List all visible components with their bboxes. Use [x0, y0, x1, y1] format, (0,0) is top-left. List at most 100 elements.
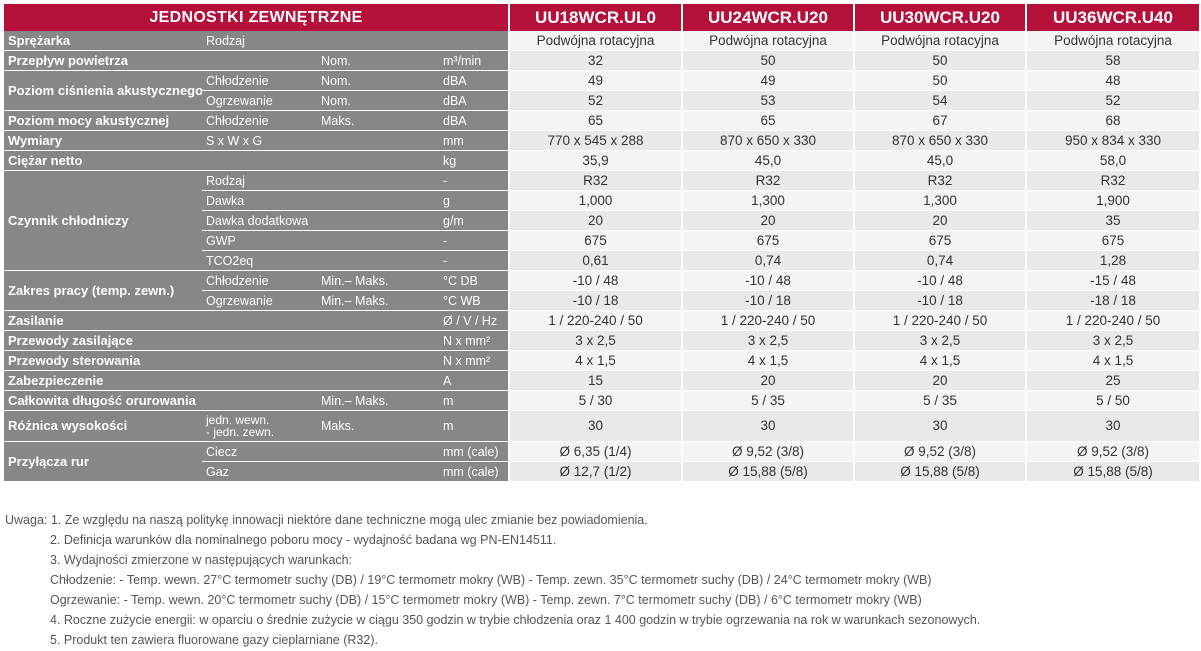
value-cell: 675 [681, 230, 854, 251]
value-cell: 1 / 220-240 / 50 [681, 310, 854, 331]
footnote: Ogrzewanie: - Temp. wewn. 20°C termometr… [50, 593, 922, 607]
value-cell: 950 x 834 x 330 [1025, 130, 1199, 151]
value-cell: 3 x 2,5 [508, 330, 682, 351]
value-cell: Podwójna rotacyjna [853, 31, 1026, 51]
row-group-label: Przewody zasilające [4, 330, 439, 351]
value-cell: 1,300 [853, 190, 1026, 211]
value-cell: 52 [1025, 90, 1199, 111]
row-sub-label: Ogrzewanie [202, 290, 317, 311]
value-cell: 50 [681, 50, 854, 71]
value-cell: Ø 6,35 (1/4) [508, 441, 682, 462]
value-cell: 1,000 [508, 190, 682, 211]
footnote: 5. Produkt ten zawiera fluorowane gazy c… [50, 633, 378, 647]
value-cell: 1 / 220-240 / 50 [853, 310, 1026, 331]
row-unit: mm [439, 130, 509, 151]
row-unit: m [439, 390, 509, 411]
model-header: UU36WCR.U40 [1025, 4, 1199, 31]
row-unit: mm (cale) [439, 441, 509, 462]
row-sub-label: GWP [202, 230, 439, 251]
value-cell: 49 [508, 70, 682, 91]
value-cell: Podwójna rotacyjna [681, 31, 854, 51]
value-cell: Ø 12,7 (1/2) [508, 461, 682, 482]
row-unit: kg [439, 150, 509, 171]
value-cell: Ø 9,52 (3/8) [853, 441, 1026, 462]
row-unit: °C WB [439, 290, 509, 311]
row-sub-label: Dawka [202, 190, 439, 211]
footnote: 4. Roczne zużycie energii: w oparciu o ś… [50, 613, 981, 627]
table-row: Różnica wysokości jedn. wewn. - jedn. ze… [4, 410, 1199, 442]
row-group-label: Przepływ powietrza [4, 50, 317, 71]
value-cell: -10 / 18 [853, 290, 1026, 311]
value-cell: R32 [681, 170, 854, 191]
row-sub-label: Chłodzenie [202, 270, 317, 291]
row-sub-label: Chłodzenie [202, 70, 317, 91]
value-cell: 68 [1025, 110, 1199, 131]
row-group-label: Czynnik chłodniczy [4, 170, 202, 271]
value-cell: -10 / 48 [508, 270, 682, 291]
value-cell: 20 [508, 210, 682, 231]
row-unit: A [439, 370, 509, 391]
row-unit: Ø / V / Hz [439, 310, 509, 331]
table-row: Sprężarka Rodzaj Podwójna rotacyjna Podw… [4, 31, 1199, 51]
row-unit: °C DB [439, 270, 509, 291]
value-cell: 4 x 1,5 [508, 350, 682, 371]
value-cell: 25 [1025, 370, 1199, 391]
row-group-label: Ciężar netto [4, 150, 439, 171]
row-condition: Nom. [317, 90, 439, 111]
table-title: JEDNOSTKI ZEWNĘTRZNE [4, 4, 509, 31]
footnote: Chłodzenie: - Temp. wewn. 27°C termometr… [50, 573, 932, 587]
row-sub-label: Rodzaj [202, 170, 439, 191]
table-row: Całkowita długość orurowania Min.– Maks.… [4, 390, 1199, 411]
value-cell: Ø 9,52 (3/8) [681, 441, 854, 462]
value-cell: 870 x 650 x 330 [853, 130, 1026, 151]
table-row: Ogrzewanie Min.– Maks. °C WB -10 / 18 -1… [4, 290, 1199, 311]
value-cell: 53 [681, 90, 854, 111]
table-row: Przepływ powietrza Nom. m³/min 32 50 50 … [4, 50, 1199, 71]
value-cell: R32 [853, 170, 1026, 191]
value-cell: -18 / 18 [1025, 290, 1199, 311]
value-cell: 45,0 [681, 150, 854, 171]
value-cell: 65 [681, 110, 854, 131]
value-cell: 32 [508, 50, 682, 71]
value-cell: R32 [1025, 170, 1199, 191]
value-cell: 3 x 2,5 [853, 330, 1026, 351]
footnote: Uwaga: 1. Ze względu na naszą politykę i… [5, 513, 648, 527]
table-row: Przewody sterowania N x mm² 4 x 1,5 4 x … [4, 350, 1199, 371]
table-row: GWP - 675 675 675 675 [4, 230, 1199, 251]
value-cell: 5 / 35 [681, 390, 854, 411]
value-cell: -10 / 18 [508, 290, 682, 311]
row-group-label: Wymiary [4, 130, 202, 151]
value-cell: 30 [508, 410, 682, 442]
table-row: Przyłącza rur Ciecz mm (cale) Ø 6,35 (1/… [4, 441, 1199, 482]
row-sub-label: Chłodzenie [202, 110, 317, 131]
value-cell: Podwójna rotacyjna [508, 31, 682, 51]
value-cell: 1,300 [681, 190, 854, 211]
value-cell: 1 / 220-240 / 50 [1025, 310, 1199, 331]
value-cell: 54 [853, 90, 1026, 111]
row-group-label: Poziom mocy akustycznej [4, 110, 202, 131]
header-row: JEDNOSTKI ZEWNĘTRZNE UU18WCR.UL0 UU24WCR… [4, 4, 1199, 31]
value-cell: 30 [1025, 410, 1199, 442]
row-group-label: Różnica wysokości [4, 410, 202, 442]
row-group-label: Poziom ciśnienia akustycznego [4, 70, 202, 111]
row-sub-label: Ogrzewanie [202, 90, 317, 111]
table-row: Gaz mm (cale) Ø 12,7 (1/2) Ø 15,88 (5/8)… [4, 461, 1199, 482]
table-row: Poziom ciśnienia akustycznego Chłodzenie… [4, 70, 1199, 111]
value-cell: 30 [853, 410, 1026, 442]
value-cell: R32 [508, 170, 682, 191]
row-condition: Nom. [317, 50, 439, 71]
value-cell: Ø 15,88 (5/8) [681, 461, 854, 482]
row-unit: dBA [439, 90, 509, 111]
row-condition: Min.– Maks. [317, 390, 439, 411]
row-condition: Min.– Maks. [317, 270, 439, 291]
row-sub-label: Dawka dodatkowa [202, 210, 439, 231]
value-cell: Ø 15,88 (5/8) [1025, 461, 1199, 482]
value-cell: -10 / 48 [853, 270, 1026, 291]
value-cell: 20 [853, 210, 1026, 231]
row-unit: m³/min [439, 50, 509, 71]
table-row: Wymiary S x W x G mm 770 x 545 x 288 870… [4, 130, 1199, 151]
row-sub-label: TCO2eq [202, 250, 439, 271]
value-cell: 45,0 [853, 150, 1026, 171]
value-cell: 0,74 [681, 250, 854, 271]
row-sub-label: Rodzaj [202, 31, 509, 51]
